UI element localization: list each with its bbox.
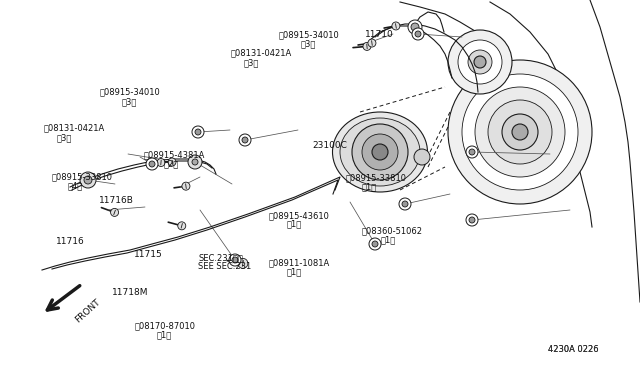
Text: 23100C: 23100C (312, 141, 347, 150)
Circle shape (411, 23, 419, 31)
Ellipse shape (333, 112, 428, 192)
Circle shape (392, 22, 400, 30)
Circle shape (448, 60, 592, 204)
Text: Ⓑ08131-0421A: Ⓑ08131-0421A (230, 49, 292, 58)
Text: （1）: （1） (381, 235, 396, 244)
Circle shape (157, 158, 165, 167)
Circle shape (232, 257, 238, 263)
Text: Ⓑ08131-0421A: Ⓑ08131-0421A (44, 123, 105, 132)
Circle shape (458, 40, 502, 84)
Text: （1）: （1） (157, 330, 172, 339)
Text: （1）: （1） (287, 267, 302, 276)
Circle shape (239, 134, 251, 146)
Circle shape (195, 129, 201, 135)
Text: （3）: （3） (56, 133, 72, 142)
Text: （1）: （1） (287, 220, 302, 229)
Circle shape (80, 172, 96, 188)
Circle shape (474, 56, 486, 68)
Circle shape (178, 222, 186, 230)
Circle shape (412, 28, 424, 40)
Text: 11715: 11715 (134, 250, 163, 259)
Ellipse shape (340, 118, 420, 186)
Text: 11716: 11716 (56, 237, 85, 246)
Text: （3）: （3） (301, 39, 316, 48)
Text: 11718M: 11718M (112, 288, 148, 297)
Text: Ⓑ08170-87010: Ⓑ08170-87010 (134, 321, 195, 330)
Text: Ⓝ08911-1081A: Ⓝ08911-1081A (269, 258, 330, 267)
Circle shape (372, 241, 378, 247)
Circle shape (84, 176, 92, 184)
Circle shape (469, 217, 475, 223)
Circle shape (488, 100, 552, 164)
Circle shape (242, 137, 248, 143)
Circle shape (229, 254, 241, 266)
Circle shape (415, 31, 421, 37)
Circle shape (146, 158, 158, 170)
Text: 11710: 11710 (365, 30, 394, 39)
Circle shape (399, 198, 411, 210)
Text: Ⓦ08915-43610: Ⓦ08915-43610 (269, 211, 330, 220)
Circle shape (188, 155, 202, 169)
Circle shape (368, 39, 376, 47)
Text: （1）: （1） (362, 183, 377, 192)
Text: FRONT: FRONT (74, 297, 102, 324)
Text: （4）: （4） (67, 182, 83, 190)
Circle shape (469, 149, 475, 155)
Circle shape (372, 144, 388, 160)
Circle shape (149, 161, 155, 167)
Circle shape (352, 124, 408, 180)
Text: Ⓦ08915-4381A: Ⓦ08915-4381A (144, 150, 205, 159)
Circle shape (502, 114, 538, 150)
Text: SEC.231参照: SEC.231参照 (198, 253, 243, 262)
Text: 4230A 0226: 4230A 0226 (548, 345, 598, 354)
Circle shape (512, 124, 528, 140)
Text: Ⓦ08915-34010: Ⓦ08915-34010 (99, 88, 160, 97)
Circle shape (192, 159, 198, 165)
Text: Ⓦ08915-33810: Ⓦ08915-33810 (51, 173, 112, 182)
Circle shape (408, 20, 422, 34)
Circle shape (468, 50, 492, 74)
Text: ⒣08360-51062: ⒣08360-51062 (362, 226, 422, 235)
Text: （3）: （3） (122, 97, 137, 106)
Circle shape (414, 149, 430, 165)
Text: 11716B: 11716B (99, 196, 134, 205)
Circle shape (466, 214, 478, 226)
Circle shape (462, 74, 578, 190)
Circle shape (466, 146, 478, 158)
Text: 4230A 0226: 4230A 0226 (548, 345, 598, 354)
Circle shape (192, 126, 204, 138)
Circle shape (111, 208, 118, 217)
Text: Ⓦ08915-34010: Ⓦ08915-34010 (278, 30, 339, 39)
Circle shape (363, 42, 371, 50)
Circle shape (362, 134, 398, 170)
Text: （3）: （3） (243, 58, 259, 67)
Circle shape (402, 201, 408, 207)
Text: SEE SEC.231: SEE SEC.231 (198, 262, 252, 271)
Circle shape (182, 182, 190, 190)
Text: Ⓦ08915-33810: Ⓦ08915-33810 (346, 173, 406, 182)
Text: （2）: （2） (163, 159, 179, 168)
Circle shape (448, 30, 512, 94)
Circle shape (369, 238, 381, 250)
Circle shape (168, 158, 176, 166)
Circle shape (238, 259, 248, 268)
Circle shape (475, 87, 565, 177)
